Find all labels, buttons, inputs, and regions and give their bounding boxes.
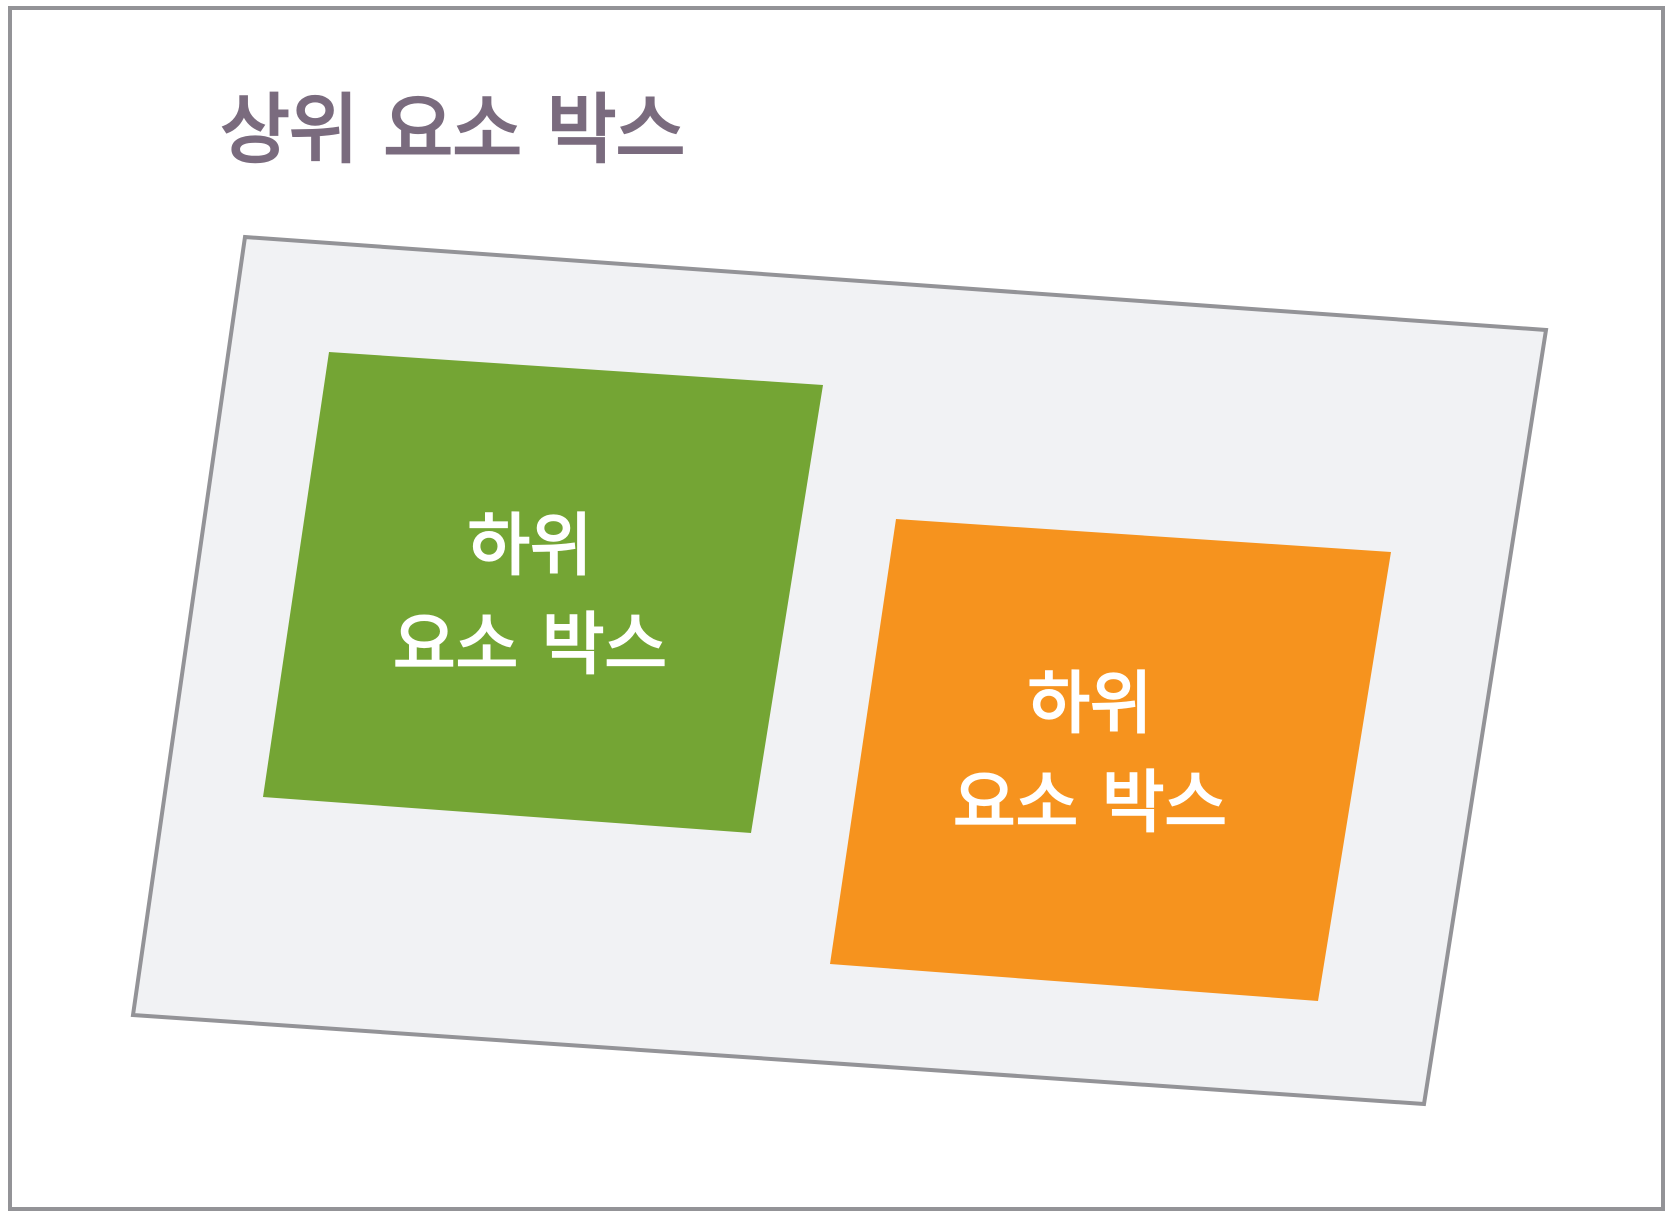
child-box-green-label-line1: 하위 — [467, 507, 593, 586]
child-box-green-label-line2: 요소 박스 — [393, 605, 667, 685]
child-box-orange-label: 하위 요소 박스 — [920, 656, 1260, 853]
child-box-orange — [830, 519, 1391, 1001]
parent-box-label: 상위 요소 박스 — [220, 85, 685, 174]
child-box-green — [263, 352, 823, 833]
child-box-orange-label-line2: 요소 박스 — [953, 763, 1227, 843]
child-box-green-label: 하위 요소 박스 — [360, 498, 700, 695]
child-box-orange-label-line1: 하위 — [1027, 665, 1153, 744]
